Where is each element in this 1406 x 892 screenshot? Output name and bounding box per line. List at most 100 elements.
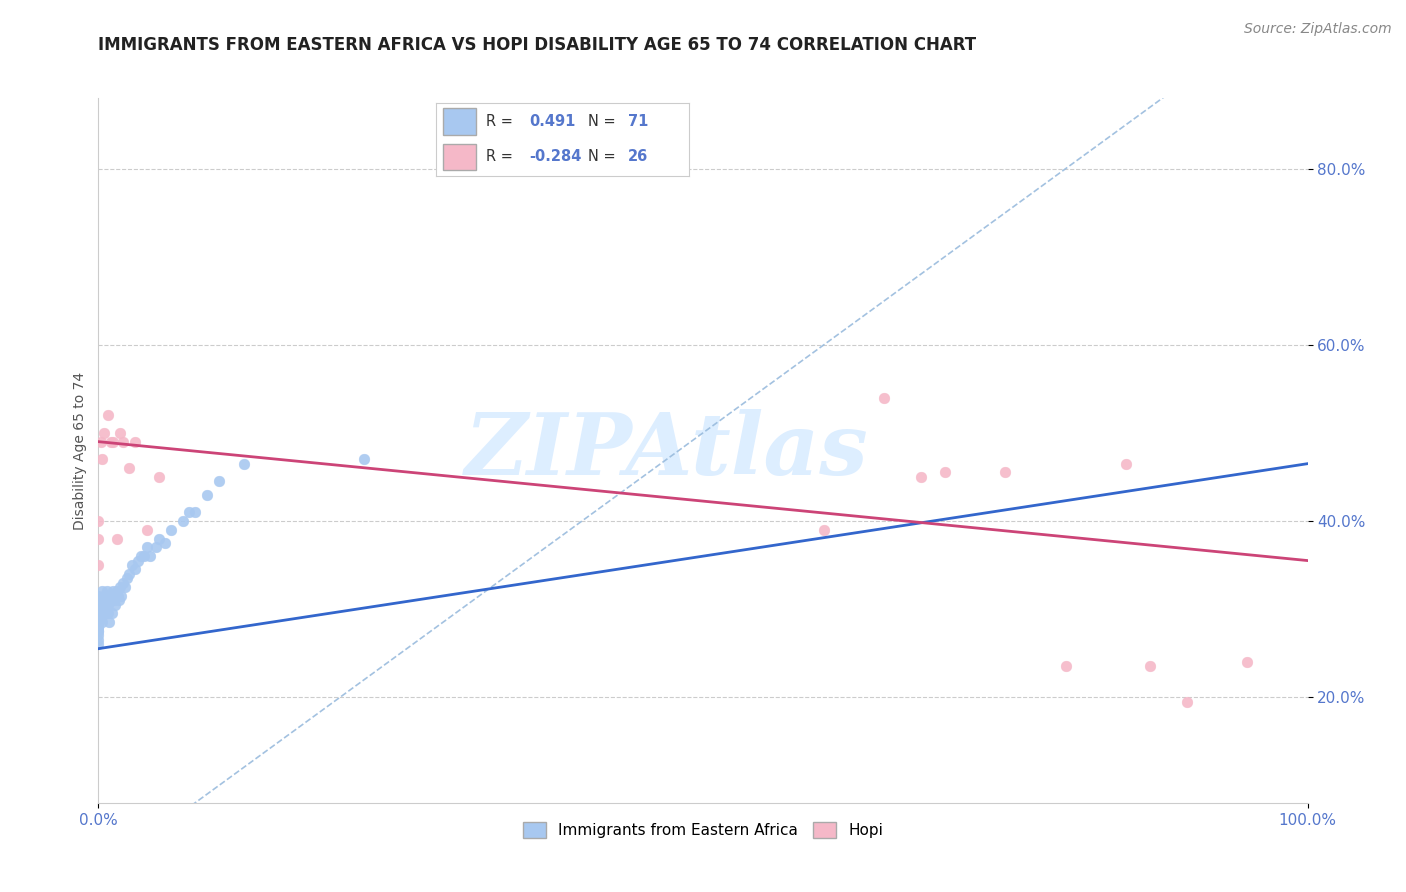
Point xyxy=(1236,655,1258,669)
Point xyxy=(90,602,112,616)
Point xyxy=(994,466,1017,480)
Text: R =: R = xyxy=(486,114,517,129)
Point xyxy=(97,598,120,612)
Point xyxy=(129,549,152,564)
Point xyxy=(353,452,375,467)
Point xyxy=(107,589,129,603)
Point xyxy=(103,593,125,607)
Point xyxy=(87,615,110,630)
Point xyxy=(118,461,141,475)
Point xyxy=(96,584,118,599)
Point xyxy=(87,628,110,642)
Point xyxy=(91,452,114,467)
Point xyxy=(100,589,122,603)
FancyBboxPatch shape xyxy=(443,144,477,169)
Point xyxy=(91,607,114,621)
Point xyxy=(111,575,134,590)
Text: IMMIGRANTS FROM EASTERN AFRICA VS HOPI DISABILITY AGE 65 TO 74 CORRELATION CHART: IMMIGRANTS FROM EASTERN AFRICA VS HOPI D… xyxy=(98,36,977,54)
Point xyxy=(145,541,167,555)
Point xyxy=(124,562,146,576)
Point xyxy=(87,607,110,621)
Point xyxy=(108,580,131,594)
Point xyxy=(101,584,124,599)
Text: -0.284: -0.284 xyxy=(530,149,582,164)
Point xyxy=(135,523,157,537)
Point xyxy=(172,514,194,528)
Point xyxy=(110,589,132,603)
Point xyxy=(87,611,110,625)
Text: 71: 71 xyxy=(628,114,648,129)
Point xyxy=(87,619,110,633)
Point xyxy=(87,619,110,633)
Point xyxy=(87,607,110,621)
Point xyxy=(1115,457,1137,471)
Point xyxy=(87,607,110,621)
Point xyxy=(195,487,218,501)
Point xyxy=(87,619,110,633)
Point xyxy=(90,611,112,625)
Point xyxy=(87,514,110,528)
Point xyxy=(87,611,110,625)
Text: N =: N = xyxy=(588,149,620,164)
Point xyxy=(108,593,131,607)
Point xyxy=(97,607,120,621)
Point xyxy=(118,566,141,581)
Point xyxy=(160,523,183,537)
Point xyxy=(111,434,134,449)
Point xyxy=(134,549,156,564)
Point xyxy=(873,391,896,405)
Point xyxy=(87,532,110,546)
Point xyxy=(87,598,110,612)
Point xyxy=(93,598,115,612)
Point xyxy=(93,589,115,603)
Point xyxy=(1139,659,1161,673)
Point xyxy=(87,615,110,630)
FancyBboxPatch shape xyxy=(443,109,477,135)
Point xyxy=(90,434,112,449)
Point xyxy=(87,637,110,651)
Point xyxy=(910,470,932,484)
Point xyxy=(127,553,149,567)
Point xyxy=(1175,694,1198,708)
Point xyxy=(114,580,136,594)
Point xyxy=(232,457,254,471)
Point xyxy=(208,475,231,489)
Point xyxy=(98,589,121,603)
Point xyxy=(87,624,110,638)
Point xyxy=(117,571,139,585)
Point xyxy=(108,425,131,440)
Point xyxy=(1054,659,1077,673)
Point xyxy=(87,624,110,638)
Point xyxy=(100,607,122,621)
Point xyxy=(87,593,110,607)
Point xyxy=(100,593,122,607)
Point xyxy=(934,466,956,480)
Point xyxy=(91,593,114,607)
Point xyxy=(121,558,143,572)
Text: R =: R = xyxy=(486,149,517,164)
Point xyxy=(184,505,207,519)
Point xyxy=(87,602,110,616)
Point xyxy=(91,615,114,630)
Point xyxy=(153,536,176,550)
Point xyxy=(87,589,110,603)
Point xyxy=(93,425,115,440)
Text: 26: 26 xyxy=(628,149,648,164)
Point xyxy=(87,558,110,572)
Text: N =: N = xyxy=(588,114,620,129)
Point xyxy=(135,541,157,555)
Text: ZIPAtlas: ZIPAtlas xyxy=(465,409,869,492)
Point xyxy=(100,434,122,449)
Point xyxy=(87,632,110,647)
Point xyxy=(98,615,121,630)
Point xyxy=(101,434,124,449)
Point xyxy=(87,598,110,612)
Point xyxy=(148,532,170,546)
Point xyxy=(94,593,117,607)
Point xyxy=(104,598,127,612)
Text: Source: ZipAtlas.com: Source: ZipAtlas.com xyxy=(1244,22,1392,37)
Point xyxy=(139,549,162,564)
Point xyxy=(105,532,128,546)
Point xyxy=(96,602,118,616)
Point xyxy=(148,470,170,484)
